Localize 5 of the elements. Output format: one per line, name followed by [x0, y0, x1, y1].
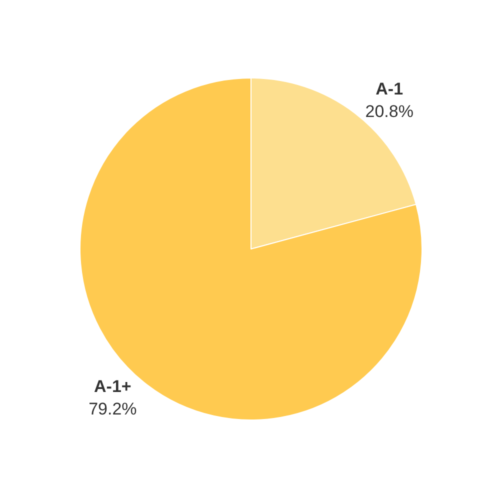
pie-slice [80, 78, 422, 420]
data-label: 79.2% [88, 399, 137, 418]
slice-label: A-1+ [94, 377, 132, 396]
data-label: 20.8% [365, 102, 414, 121]
slice-label: A-1 [376, 80, 404, 99]
